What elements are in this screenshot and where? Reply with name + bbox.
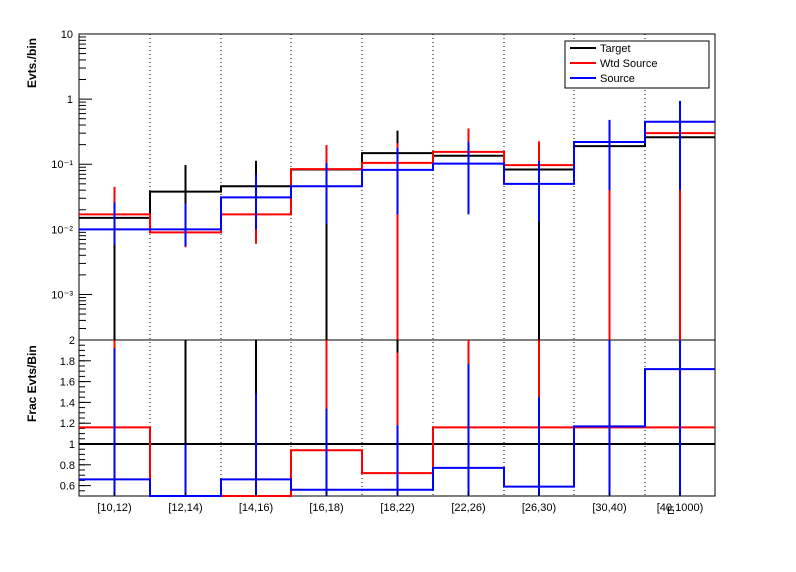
top-tick-label: 10⁻² [51,224,73,236]
ratio-tick-label: 1.2 [60,418,75,430]
x-tick-label: [30,40) [592,502,626,514]
top-source-step-line [79,120,715,231]
legend-entry-label: Target [600,43,631,55]
top-tick-label: 10⁻³ [51,289,73,301]
ratio-y-axis-label: Frac Evts/Bin [25,345,39,422]
ratio-series-layer [79,340,715,497]
x-tick-label: [16,18) [309,502,343,514]
ratio-y-axis-ticks: 0.6 0.8 1 1.2 1.4 1.6 1.8 2 [60,335,715,497]
x-tick-label: [10,12) [97,502,131,514]
x-tick-label: [40,1000) [657,502,703,514]
ratio-tick-label: 0.6 [60,481,75,493]
x-tick-label: [18,22) [380,502,414,514]
top-tick-label: 1 [67,94,73,106]
top-y-axis-label: Evts./bin [25,38,39,88]
ratio-tick-label: 1.8 [60,356,75,368]
ratio-tick-label: 1.6 [60,377,75,389]
x-tick-label: [26,30) [522,502,556,514]
ratio-source-step-line [79,368,715,497]
ratio-tick-label: 2 [69,335,75,347]
x-tick-label: [22,26) [451,502,485,514]
ratio-tick-label: 0.8 [60,460,75,472]
legend-entry-label: Source [600,73,635,85]
x-axis-label: E [667,505,674,517]
legend: Target Wtd Source Source [564,40,710,89]
x-tick-label: [12,14) [168,502,202,514]
ratio-tick-label: 1 [69,439,75,451]
x-tick-label: [14,16) [239,502,273,514]
x-tick-labels: [10,12) [12,14) [14,16) [16,18) [18,22) [22,2… [97,492,703,514]
bin-grid-lines [149,34,646,496]
ratio-tick-label: 1.4 [60,397,75,409]
top-tick-label: 10 [61,29,73,41]
legend-entry-label: Wtd Source [600,58,657,70]
top-y-axis-ticks: 10⁻³ 10⁻² 10⁻¹ 1 10 [51,29,92,341]
top-tick-label: 10⁻¹ [51,159,73,171]
top-series-layer [79,100,715,340]
